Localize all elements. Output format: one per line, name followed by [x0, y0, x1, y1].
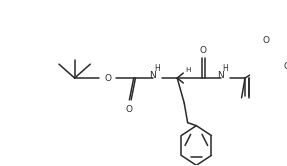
Text: O: O	[262, 36, 269, 45]
Text: N: N	[150, 71, 156, 80]
Text: N: N	[217, 71, 224, 80]
Text: H: H	[154, 64, 160, 73]
Text: H: H	[222, 64, 228, 73]
Text: O: O	[283, 62, 287, 71]
Text: O: O	[126, 105, 133, 114]
Text: O: O	[104, 74, 111, 83]
Text: O: O	[200, 46, 207, 55]
Text: H: H	[185, 67, 190, 73]
